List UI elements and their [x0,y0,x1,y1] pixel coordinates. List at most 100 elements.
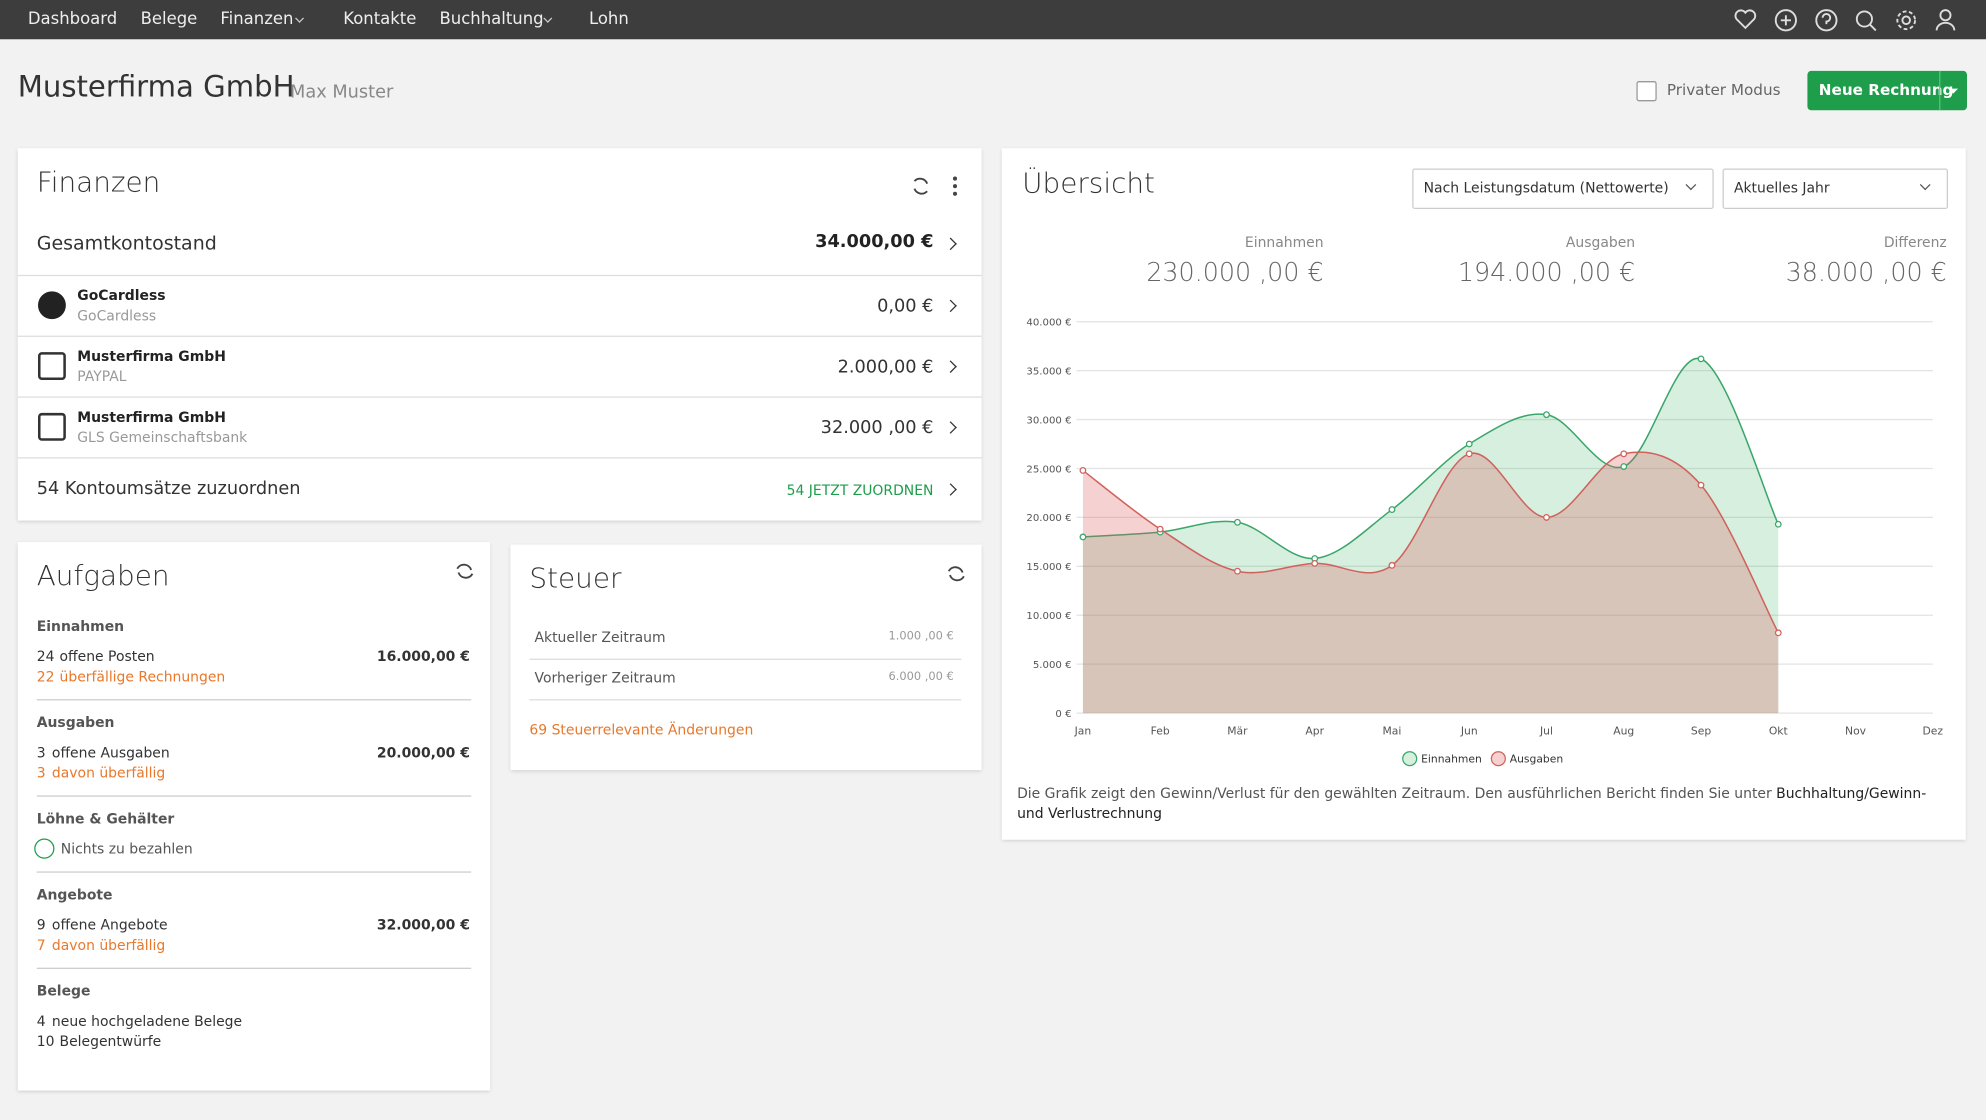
private-checkbox[interactable] [1636,81,1657,102]
x-tick-label: Jul [1539,725,1553,738]
select-text[interactable]: Nach Leistungsdatum (Nettowerte) [1423,179,1669,197]
section-title: Einnahmen [36,618,125,635]
card-title: Aufgaben [36,561,170,593]
private-label[interactable]: Privater Modus [1666,81,1781,99]
legend-label: Einnahmen [1421,752,1482,765]
account-amount: 32.000 ,00 € [820,417,934,439]
section-title: Belege [36,982,91,1000]
line-count: 3 [36,765,46,782]
account-amount: 2.000,00 € [837,357,934,378]
card-title: Übersicht [1022,168,1155,201]
divider [36,795,472,797]
line-text[interactable]: davon überfällig [51,937,166,954]
nav-item[interactable]: Kontakte [343,10,417,30]
section-title: Angebote [36,886,113,904]
select-text[interactable]: Aktuelles Jahr [1733,179,1830,197]
line-count: 22 [36,668,55,686]
tax-row: Vorheriger Zeitraum 6.000 ,00 € [529,659,962,701]
point [1234,567,1241,575]
nav-item[interactable]: Dashboard [27,10,118,30]
aufgaben-card: Aufgaben Einnahmen 24 offene Posten 16.000,… [17,542,491,1091]
line-text[interactable]: überfällige Rechnungen [59,668,226,686]
line-text: offene Posten [59,648,155,665]
section-title: Ausgaben [36,714,115,731]
stat-label: Einnahmen [1244,234,1324,251]
chart: 0 € 5.000 € 10.000 € 15.000 € 20.000 € 25.000… [1026,318,1943,767]
chevron[interactable] [944,237,957,251]
tax-link[interactable]: 69 Steuerrelevante Änderungen [529,721,754,739]
assign-link[interactable]: 54 JETZT ZUORDNEN [786,482,934,500]
divider [36,967,472,969]
company-name: Musterfirma GmbH [17,70,295,104]
y-tick-label: 5.000 € [1033,660,1072,671]
account-row[interactable]: Musterfirma GmbH GLS Gemeinschaftsbank 32.… [17,396,982,458]
account-icon [37,291,66,320]
point [1388,561,1396,569]
button-label[interactable]: Neue Rechnung [1818,81,1954,99]
account-row[interactable]: GoCardless GoCardless 0,00 € [17,274,982,337]
stat-value: 230.000 ,00 € [1146,257,1324,288]
line-count: 4 [36,1013,46,1030]
point [1620,450,1628,458]
area [1082,358,1779,714]
stat-value: 38.000 ,00 € [1785,257,1947,288]
account-sub: GLS Gemeinschaftsbank [77,429,248,446]
period-select[interactable]: Aktuelles Jahr [1722,168,1948,209]
nav-item[interactable]: Lohn [588,10,629,30]
point [1311,559,1319,567]
check-icon [34,838,55,859]
total-amount: 34.000,00 € [815,231,934,253]
footer-row[interactable]: 54 Kontoumsätze zuzuordnen 54 JETZT ZUORD… [17,457,982,522]
nav-item[interactable]: Finanzen [220,10,294,30]
x-tick-label: Jan [1074,725,1092,738]
account-name: Musterfirma GmbH [77,409,226,426]
stat-label: Ausgaben [1565,234,1636,251]
finanzen-card: Finanzen Gesamtkontostand 34.000,00 € Go… [17,148,982,522]
legend-label: Ausgaben [1510,752,1563,765]
point [1079,467,1087,474]
line [1082,451,1779,634]
new-invoice-button[interactable]: Neue Rechnung [1807,70,1967,111]
report-link[interactable]: Buchhaltung/Gewinn- und Verlustrechnung [1017,785,1927,823]
divider [36,871,472,873]
account-amount: 0,00 € [877,296,934,317]
nav-item[interactable]: Belege [140,10,198,30]
y-tick-label: 0 € [1055,709,1071,720]
line-text: offene Ausgaben [51,744,170,762]
y-tick-label: 20.000 € [1026,513,1071,524]
point [1620,463,1628,470]
area [1082,452,1779,714]
chevron[interactable] [944,421,957,434]
point [1079,533,1087,541]
line-text[interactable]: davon überfällig [51,765,166,782]
account-row[interactable]: Musterfirma GmbH PAYPAL 2.000,00 € [17,335,982,398]
chevron[interactable] [944,483,957,496]
refresh[interactable] [945,562,968,585]
point [1543,411,1550,419]
refresh[interactable] [453,560,476,583]
line-amount: 16.000,00 € [376,648,470,665]
steuer-card: Steuer 69 Steuerrelevante Änderungen Akt… [510,544,982,771]
line-count: 7 [36,937,46,954]
chevron[interactable] [944,299,957,313]
stat-value: 194.000 ,00 € [1457,257,1636,288]
point [1465,450,1473,458]
nav-item[interactable]: Buchhaltung [439,10,544,30]
x-tick-label: Nov [1845,725,1867,738]
footer-text: 54 Kontoumsätze zuzuordnen [36,478,301,500]
point [1388,506,1396,513]
line-count: 10 [36,1033,55,1050]
status-text: Nichts zu bezahlen [60,841,193,858]
card-title: Finanzen [36,167,161,199]
x-tick-label: Apr [1305,725,1324,738]
chevron[interactable] [944,360,957,373]
card-actions[interactable] [908,174,959,199]
x-tick-label: Okt [1769,725,1788,738]
divider [1939,70,1941,111]
x-tick-label: Sep [1691,725,1711,738]
line-text: neue hochgeladene Belege [51,1013,243,1030]
basis-select[interactable]: Nach Leistungsdatum (Nettowerte) [1412,168,1714,209]
dropdown-caret[interactable] [1948,88,1959,99]
point [1697,355,1705,363]
